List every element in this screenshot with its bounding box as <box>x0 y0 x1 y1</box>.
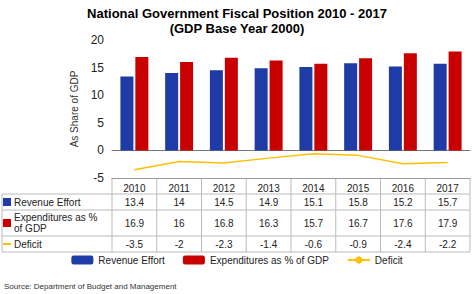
svg-text:-5: -5 <box>93 171 104 185</box>
svg-text:As Share of GDP: As Share of GDP <box>69 70 80 147</box>
svg-text:Expenditures as %: Expenditures as % <box>14 212 100 223</box>
svg-text:-0.6: -0.6 <box>305 239 323 250</box>
svg-text:15.1: 15.1 <box>304 197 324 208</box>
svg-text:15.2: 15.2 <box>393 197 413 208</box>
svg-text:-1.4: -1.4 <box>260 239 278 250</box>
svg-text:10: 10 <box>91 88 105 102</box>
svg-text:15: 15 <box>91 61 105 75</box>
svg-text:Expenditures as % of GDP: Expenditures as % of GDP <box>210 255 329 266</box>
svg-text:National Government Fiscal Pos: National Government Fiscal Position 2010… <box>87 6 387 21</box>
svg-text:16.9: 16.9 <box>125 218 145 229</box>
svg-text:Deficit: Deficit <box>375 255 403 266</box>
svg-text:0: 0 <box>97 143 104 157</box>
svg-text:5: 5 <box>97 116 104 130</box>
svg-text:17.9: 17.9 <box>438 218 458 229</box>
svg-text:2013: 2013 <box>258 183 281 194</box>
svg-text:Source: Department of Budget a: Source: Department of Budget and Managem… <box>4 282 177 291</box>
svg-text:16.8: 16.8 <box>214 218 234 229</box>
svg-text:2010: 2010 <box>123 183 146 194</box>
svg-text:16.7: 16.7 <box>348 218 368 229</box>
svg-text:2014: 2014 <box>302 183 325 194</box>
svg-text:-0.9: -0.9 <box>350 239 368 250</box>
svg-text:2015: 2015 <box>347 183 370 194</box>
svg-text:17.6: 17.6 <box>393 218 413 229</box>
svg-text:16.3: 16.3 <box>259 218 279 229</box>
svg-text:14: 14 <box>174 197 186 208</box>
svg-text:(GDP Base Year 2000): (GDP Base Year 2000) <box>170 21 305 36</box>
svg-text:14.5: 14.5 <box>214 197 234 208</box>
svg-text:-2: -2 <box>175 239 184 250</box>
svg-text:15.8: 15.8 <box>348 197 368 208</box>
svg-text:-2.4: -2.4 <box>394 239 412 250</box>
svg-text:Revenue Effort: Revenue Effort <box>98 255 165 266</box>
svg-text:2012: 2012 <box>213 183 236 194</box>
svg-text:of GDP: of GDP <box>14 223 47 234</box>
svg-text:15.7: 15.7 <box>438 197 458 208</box>
svg-text:13.4: 13.4 <box>125 197 145 208</box>
svg-text:20: 20 <box>91 33 105 47</box>
svg-text:-2.2: -2.2 <box>439 239 457 250</box>
svg-text:15.7: 15.7 <box>304 218 324 229</box>
svg-text:2017: 2017 <box>437 183 460 194</box>
svg-text:14.9: 14.9 <box>259 197 279 208</box>
svg-text:Deficit: Deficit <box>14 239 42 250</box>
svg-text:-3.5: -3.5 <box>126 239 144 250</box>
svg-text:2016: 2016 <box>392 183 415 194</box>
svg-text:-2.3: -2.3 <box>215 239 233 250</box>
svg-text:2011: 2011 <box>168 183 190 194</box>
svg-text:16: 16 <box>174 218 186 229</box>
svg-text:Revenue Effort: Revenue Effort <box>14 197 81 208</box>
